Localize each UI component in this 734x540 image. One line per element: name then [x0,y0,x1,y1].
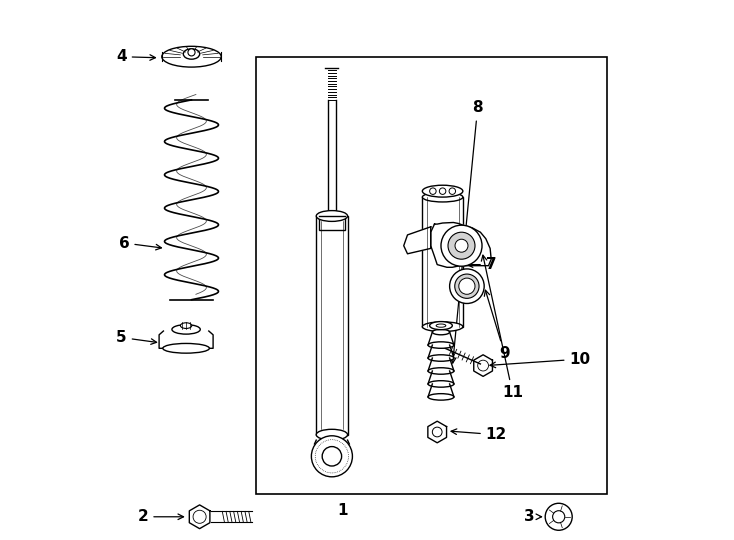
Ellipse shape [429,321,452,329]
Ellipse shape [181,323,192,328]
Ellipse shape [161,46,221,67]
Ellipse shape [422,322,463,332]
Polygon shape [404,227,431,254]
Ellipse shape [428,355,454,361]
Circle shape [455,239,468,252]
Bar [422,197,463,327]
Text: 11: 11 [482,255,523,400]
Polygon shape [428,421,446,443]
Circle shape [455,274,479,298]
Bar [319,216,345,229]
Circle shape [459,278,475,294]
Text: 5: 5 [116,330,156,345]
Ellipse shape [436,324,446,327]
Text: 9: 9 [484,290,510,361]
Ellipse shape [428,342,454,348]
Bar [316,216,348,435]
Circle shape [448,232,475,259]
Polygon shape [473,355,493,376]
Ellipse shape [428,394,454,400]
Text: 3: 3 [524,509,542,524]
Ellipse shape [422,185,463,197]
Ellipse shape [432,329,450,335]
Ellipse shape [428,368,454,374]
Circle shape [441,225,482,266]
Text: 2: 2 [137,509,184,524]
Text: 7: 7 [468,257,496,272]
Ellipse shape [422,192,463,202]
Polygon shape [189,505,210,529]
Ellipse shape [172,325,200,334]
Circle shape [188,49,195,56]
Text: 12: 12 [451,427,507,442]
Ellipse shape [428,381,454,387]
Text: 10: 10 [490,352,591,368]
Circle shape [545,503,573,530]
Text: 4: 4 [116,49,156,64]
Text: 6: 6 [119,235,161,251]
Ellipse shape [163,343,209,353]
Ellipse shape [316,211,348,221]
Ellipse shape [184,49,200,59]
Text: 1: 1 [338,503,348,518]
Bar [256,57,607,494]
Circle shape [311,436,352,477]
Polygon shape [431,222,491,267]
Circle shape [450,269,484,303]
Text: 8: 8 [451,100,483,363]
Ellipse shape [316,429,348,440]
